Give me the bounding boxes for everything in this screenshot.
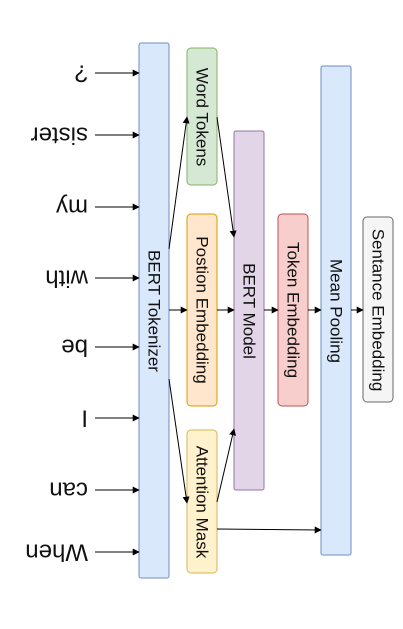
input-words: When can Ibe with my sister?	[25, 60, 89, 566]
input-word-5: my	[56, 194, 88, 221]
mean-pooling-label: Mean Pooling	[327, 259, 346, 363]
input-word-3: be	[61, 334, 88, 361]
connectors	[95, 69, 364, 556]
sentence-embedding-label: Sentance Embedding	[369, 229, 388, 392]
bert-tokenizer-box: BERT Tokenizer	[138, 42, 170, 579]
word-arrows	[95, 69, 140, 556]
bert-model-label: BERT Model	[240, 263, 259, 359]
attention-mask-label: Attention Mask	[193, 446, 212, 559]
mean-pooling-box: Mean Pooling	[320, 65, 352, 556]
bert-tokenizer-label: BERT Tokenizer	[145, 250, 164, 372]
arrow-attention-mask-to-bert-model	[216, 428, 236, 503]
input-word-0: When	[25, 539, 88, 566]
input-word-7: ?	[75, 60, 88, 87]
input-word-4: with	[45, 265, 89, 292]
attention-mask-box: Attention Mask	[186, 429, 218, 574]
pipeline-group: When can Ibe with my sister? BERT Tokenizer W…	[25, 42, 394, 579]
arrow-tokenizer-to-word-tokens	[168, 116, 190, 250]
word-tokens-box: Word Tokens	[186, 47, 218, 186]
token-embedding-box: Token Embedding	[277, 213, 309, 407]
bert-model-box: BERT Model	[233, 130, 265, 491]
position-embedding-label: Postion Embedding	[193, 236, 212, 383]
arrow-word-tokens-to-bert-model	[216, 116, 237, 238]
word-tokens-label: Word Tokens	[193, 68, 212, 167]
arrow-attention-mask-to-mean-pooling	[216, 526, 322, 534]
sentence-embedding-box: Sentance Embedding	[362, 216, 394, 403]
position-embedding-box: Postion Embedding	[186, 213, 218, 407]
input-word-6: sister	[31, 122, 88, 149]
input-word-2: I	[81, 405, 88, 432]
arrow-tokenizer-to-attention-mask	[168, 378, 190, 504]
token-embedding-label: Token Embedding	[284, 242, 303, 378]
input-word-1: can	[49, 477, 88, 504]
